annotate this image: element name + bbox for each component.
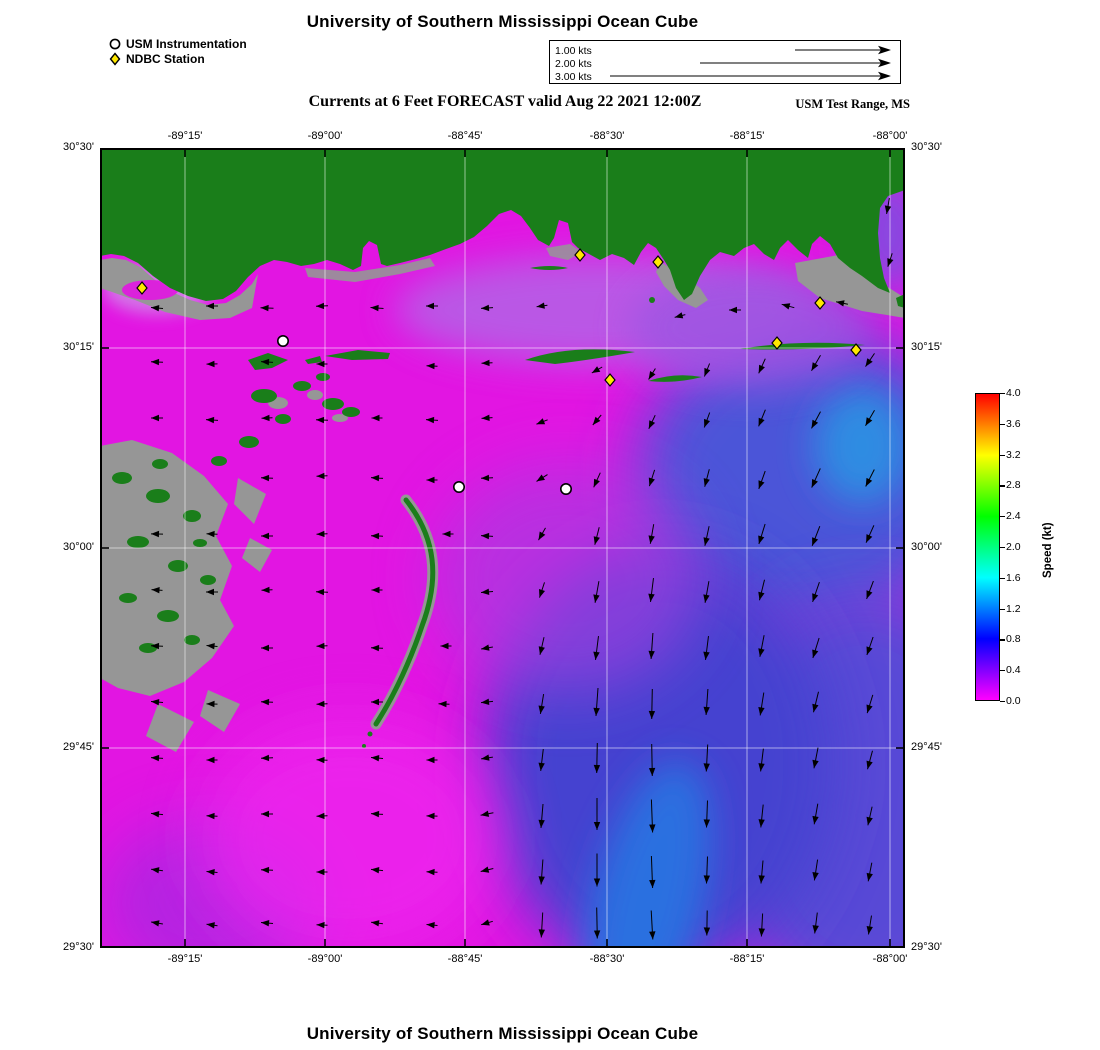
map-subtitle: Currents at 6 Feet FORECAST valid Aug 22… [308,93,702,110]
vector-scale-box: 1.00 kts 2.00 kts 3.00 kts [549,40,901,84]
vector-scale-label: 1.00 kts [555,45,592,57]
y-axis-label-left: 30°15' [63,341,94,353]
y-axis-label-left: 30°30' [63,141,94,153]
x-axis-label-top: -89°00' [307,130,343,142]
colorbar-tick-label: 2.8 [1006,479,1021,492]
legend-label-ndbc: NDBC Station [126,51,205,66]
scale-arrowhead [878,58,891,68]
x-axis-label-top: -88°30' [589,130,625,142]
usm-station-marker [452,480,465,493]
x-axis-label-bottom: -88°45' [447,953,483,965]
vector-scale-label: 3.00 kts [555,71,592,82]
chandeleur-islands [362,494,439,748]
y-axis-label-right: 30°00' [911,541,942,553]
map-layers [100,148,905,948]
y-axis-label-left: 30°00' [63,541,94,553]
page-title: University of Southern Mississippi Ocean… [306,12,699,31]
ndbc-station-marker [850,343,862,357]
colorbar-tick-label: 0.0 [1006,695,1021,707]
colorbar-tick [1000,423,1005,426]
ndbc-station-marker [771,336,783,350]
legend-item-usm: USM Instrumentation [108,36,247,51]
colorbar-tick-label: 3.2 [1006,448,1021,461]
ndbc-station-marker [574,248,586,262]
legend-label-usm: USM Instrumentation [126,36,247,51]
colorbar-tick [1000,577,1005,580]
colorbar [975,393,1000,701]
x-axis-label-top: -88°15' [729,130,765,142]
ndbc-station-marker [136,281,148,295]
colorbar-gradient [976,394,999,700]
ndbc-diamond-icon [109,51,121,66]
y-axis-label-left: 29°45' [63,741,94,753]
x-axis-label-bottom: -89°15' [167,953,203,965]
shallow-areas [100,244,905,752]
colorbar-tick-label: 1.2 [1006,602,1021,615]
colorbar-tick-label: 2.4 [1006,510,1021,523]
ndbc-station-marker [814,296,826,310]
colorbar-tick [1000,393,1005,395]
x-axis-label-top: -88°45' [447,130,483,142]
usm-station-marker [559,482,572,495]
y-axis-label-right: 29°30' [911,941,942,953]
x-axis-label-top: -88°00' [872,130,908,142]
x-axis-label-bottom: -88°15' [729,953,765,965]
petit-bois-island [648,375,702,382]
colorbar-tick [1000,547,1005,549]
current-map [100,148,905,948]
colorbar-label: Speed (kt) [1042,522,1054,578]
ndbc-station-marker [604,373,616,387]
colorbar-tick [1000,701,1005,703]
colorbar-tick-label: 0.8 [1006,633,1021,646]
footer-title: University of Southern Mississippi Ocean… [306,1024,699,1043]
scale-arrowhead [878,45,891,55]
graticule [100,148,905,948]
colorbar-tick-label: 0.4 [1006,664,1021,677]
usm-circle-icon [109,38,121,49]
vector-scale-label: 2.00 kts [555,58,592,70]
current-vectors [150,198,894,940]
x-axis-label-bottom: -88°30' [589,953,625,965]
scale-arrowhead [878,71,891,81]
station-markers [136,248,862,495]
y-axis-label-left: 29°30' [63,941,94,953]
speed-field [100,173,905,948]
x-axis-label-bottom: -88°00' [872,953,908,965]
colorbar-tick-label: 1.6 [1006,571,1021,584]
colorbar-tick-label: 3.6 [1006,417,1021,430]
bay-water [122,280,178,300]
colorbar-tick [1000,454,1005,456]
map-frame [100,148,905,948]
map-legend: USM Instrumentation NDBC Station [108,36,247,66]
y-axis-label-right: 29°45' [911,741,942,753]
legend-item-ndbc: NDBC Station [108,51,247,66]
colorbar-tick [1000,608,1005,610]
colorbar-tick [1000,639,1005,641]
colorbar-tick [1000,485,1005,487]
x-axis-label-bottom: -89°00' [307,953,343,965]
colorbar-tick [1000,516,1005,518]
x-axis-label-top: -89°15' [167,130,203,142]
colorbar-tick-label: 2.0 [1006,541,1021,553]
y-axis-label-right: 30°30' [911,141,942,153]
y-axis-label-right: 30°15' [911,341,942,353]
region-label: USM Test Range, MS [795,97,910,111]
map-canvas [100,148,905,948]
usm-station-marker [277,335,290,348]
colorbar-tick [1000,670,1005,672]
land [100,148,905,653]
colorbar-tick-label: 4.0 [1006,387,1021,399]
ndbc-station-marker [652,255,664,269]
ship-island [325,350,390,360]
